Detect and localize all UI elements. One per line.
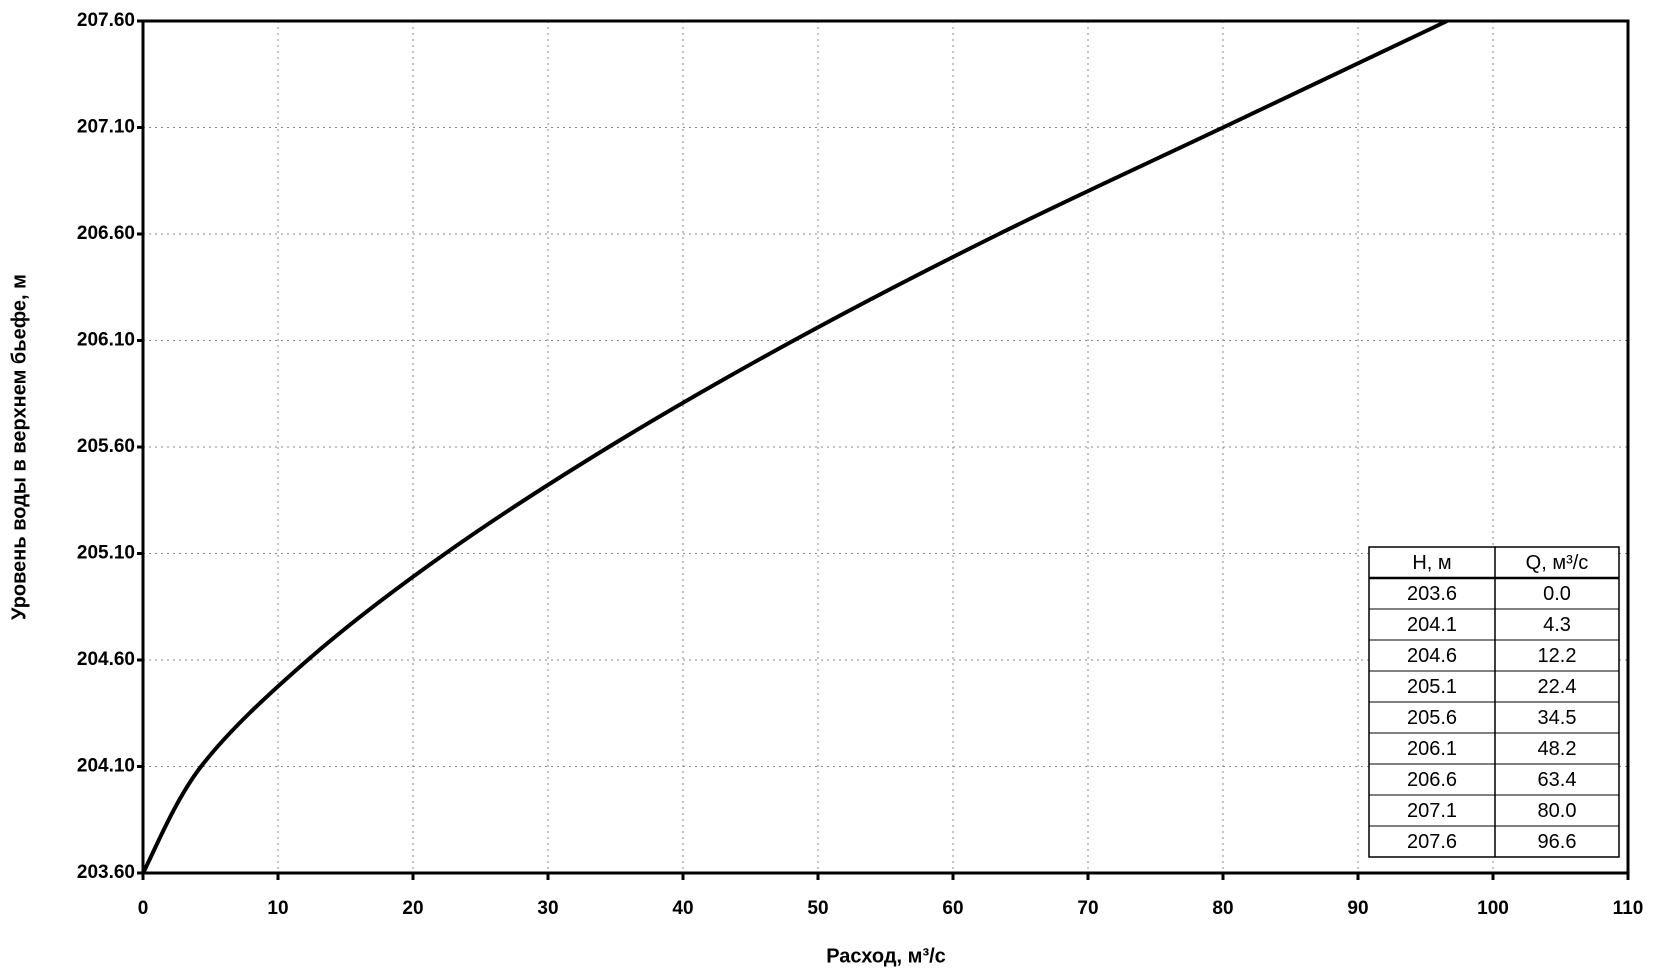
y-tick-label: 205.10: [77, 543, 135, 564]
y-tick-label: 203.60: [77, 862, 135, 883]
table-cell: 22.4: [1538, 676, 1577, 698]
y-tick-label: 204.10: [77, 756, 135, 777]
x-tick-label: 100: [1477, 898, 1509, 919]
table-cell: 12.2: [1538, 645, 1577, 667]
x-tick-label: 40: [672, 898, 693, 919]
table-cell: 4.3: [1543, 614, 1571, 636]
x-tick-label: 110: [1613, 898, 1644, 919]
y-tick-label: 207.60: [77, 10, 135, 31]
table-cell: 206.1: [1407, 738, 1457, 760]
table-cell: 80.0: [1538, 800, 1577, 822]
table-cell: 205.6: [1407, 707, 1457, 729]
table-cell: 204.6: [1407, 645, 1457, 667]
table-cell: 205.1: [1407, 676, 1457, 698]
plot-frame: [141, 19, 1630, 875]
table-header: H, м: [1412, 552, 1451, 574]
x-tick-label: 10: [267, 898, 288, 919]
y-tick-label: 207.10: [77, 117, 135, 138]
table-header: Q, м³/с: [1526, 552, 1589, 574]
x-tick-label: 30: [537, 898, 558, 919]
table-cell: 96.6: [1538, 831, 1577, 853]
x-tick-label: 90: [1347, 898, 1368, 919]
x-tick-label: 20: [402, 898, 423, 919]
table-cell: 48.2: [1538, 738, 1577, 760]
table-cell: 203.6: [1407, 583, 1457, 605]
table-cell: 0.0: [1543, 583, 1571, 605]
table-cell: 207.1: [1407, 800, 1457, 822]
table-cell: 204.1: [1407, 614, 1457, 636]
x-tick-label: 0: [138, 898, 149, 919]
y-tick-label: 204.60: [77, 649, 135, 670]
x-tick-label: 60: [942, 898, 963, 919]
table-cell: 206.6: [1407, 769, 1457, 791]
table-cell: 207.6: [1407, 831, 1457, 853]
table-cell: 34.5: [1538, 707, 1577, 729]
x-tick-label: 50: [807, 898, 828, 919]
y-tick-label: 205.60: [77, 436, 135, 457]
x-tick-label: 80: [1212, 898, 1233, 919]
x-tick-label: 70: [1077, 898, 1098, 919]
y-tick-label: 206.60: [77, 223, 135, 244]
x-axis-title: Расход, м³/с: [826, 945, 946, 967]
table-cell: 63.4: [1538, 769, 1577, 791]
line: [141, 19, 1448, 874]
y-tick-label: 206.10: [77, 330, 135, 351]
y-axis-title: Уровень воды в верхнем бьефе, м: [8, 274, 30, 620]
